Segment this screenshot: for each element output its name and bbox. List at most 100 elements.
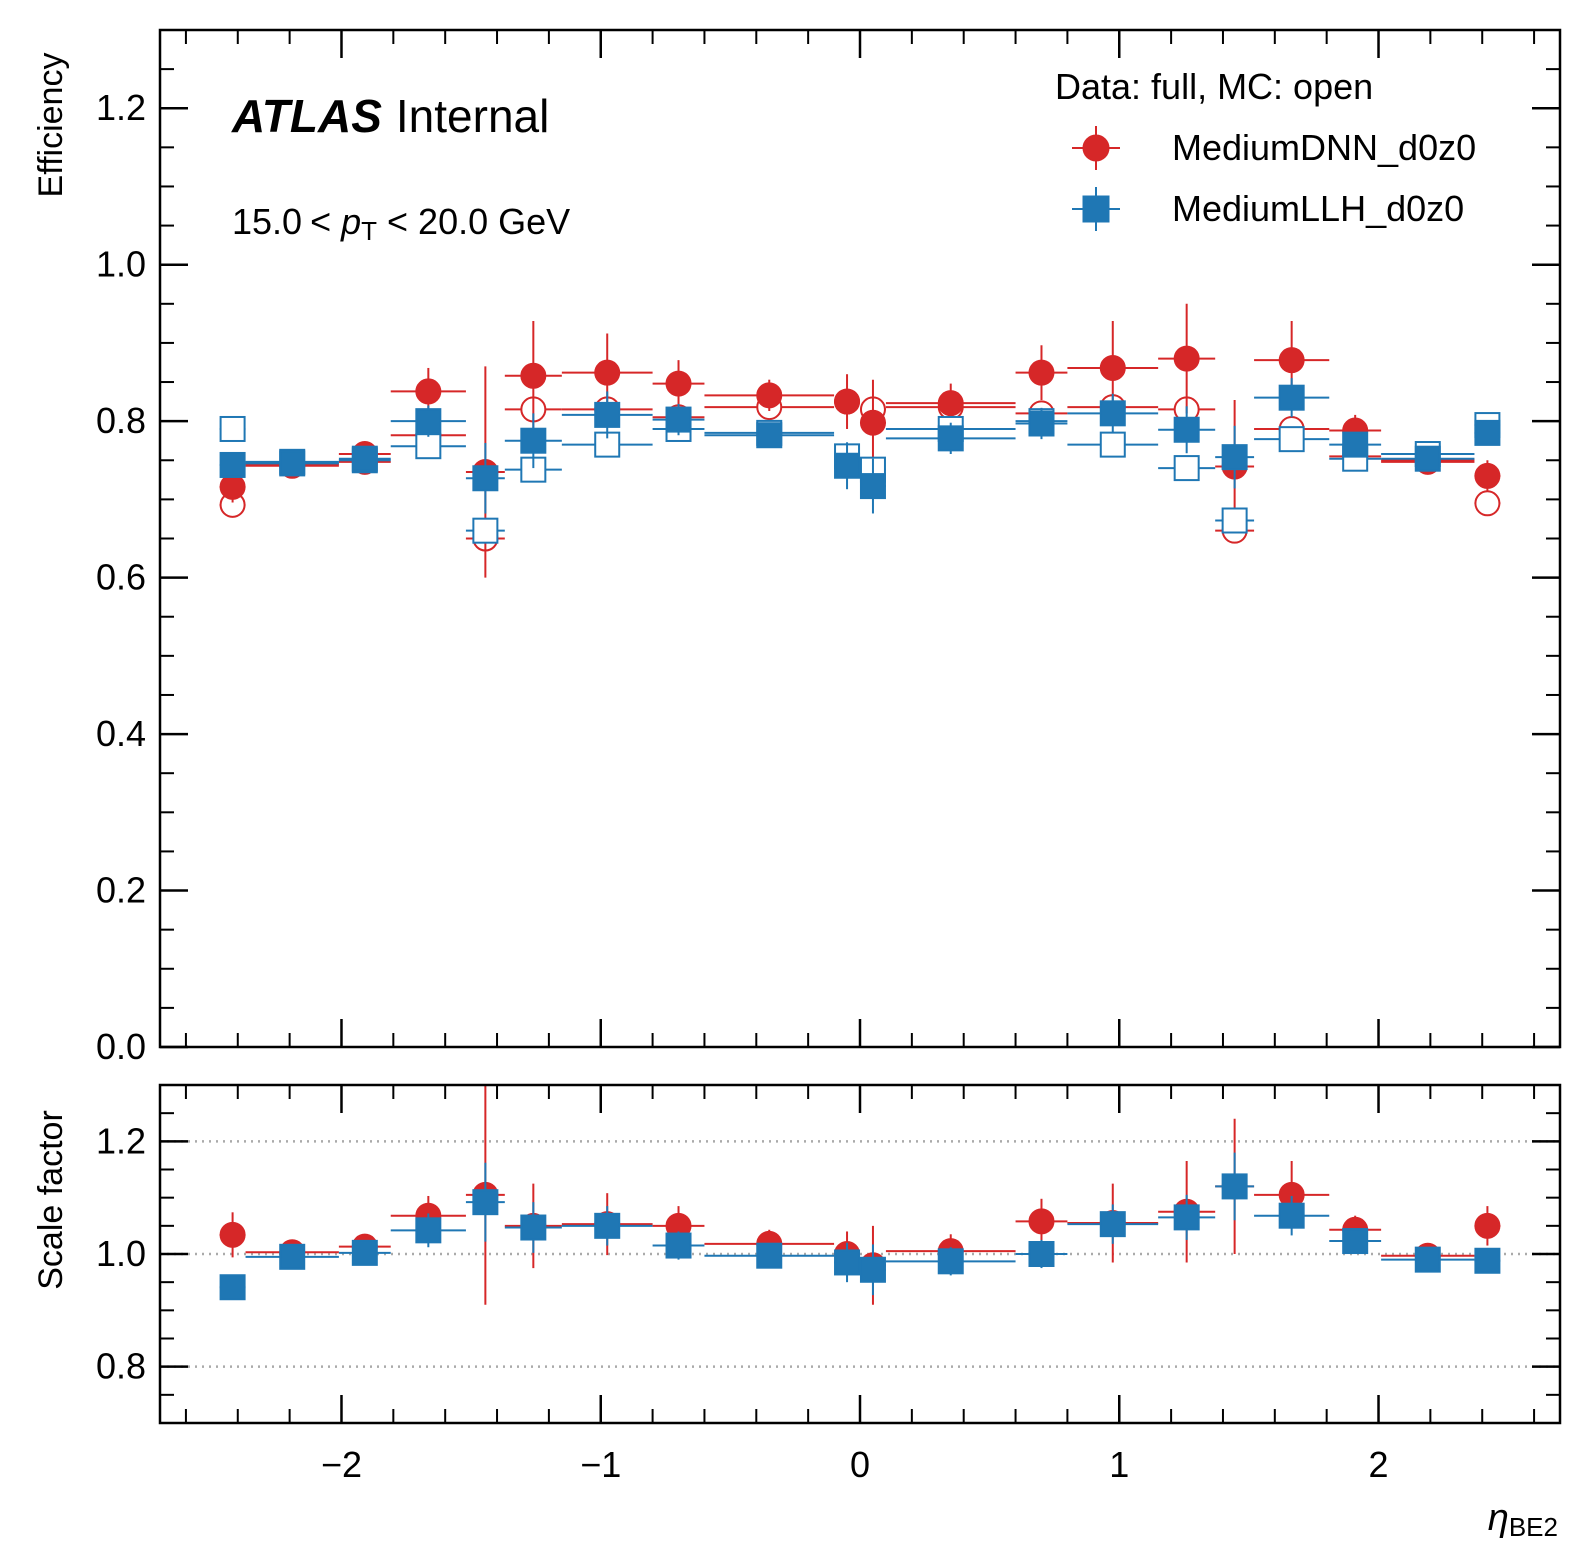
sf-point-mediumllh-d0z0 [221, 1275, 245, 1299]
sf-point-mediumllh-d0z0 [473, 1190, 497, 1214]
efficiency-y-axis-title: Efficiency [32, 53, 70, 198]
data-point-mediumdnn-d0z0 [1475, 464, 1499, 488]
data-point-mediumdnn-d0z0 [757, 383, 781, 407]
atlas-experiment: ATLAS [231, 90, 382, 142]
kinematic-var-sub: T [361, 216, 377, 246]
sf-point-mediumllh-d0z0 [1101, 1212, 1125, 1236]
kinematic-lt: < [310, 201, 341, 242]
sf-point-mediumllh-d0z0 [757, 1244, 781, 1268]
sf-point-mediumllh-d0z0 [667, 1234, 691, 1258]
sf-point-mediumdnn-d0z0 [1029, 1209, 1053, 1233]
data-point-mediumllh-d0z0 [835, 454, 859, 478]
sf-point-mediumllh-d0z0 [416, 1218, 440, 1242]
data-point-mediumllh-d0z0 [416, 409, 440, 433]
scale-factor-marks [220, 1085, 1501, 1305]
legend-title: Data: full, MC: open [1055, 66, 1373, 107]
legend: Data: full, MC: open MediumDNN_d0z0 Medi… [1055, 66, 1476, 231]
data-point-mediumdnn-d0z0 [521, 364, 545, 388]
data-point-mediumdnn-d0z0 [1175, 347, 1199, 371]
x-tick-label: 1 [1109, 1444, 1129, 1485]
data-point-mediumdnn-d0z0 [416, 379, 440, 403]
kinematic-var: p [340, 201, 361, 242]
y-tick-label: 0.4 [96, 713, 146, 754]
legend-entry-mediumllh: MediumLLH_d0z0 [1072, 187, 1464, 231]
efficiency-panel: 0.0 0.2 0.4 0.6 0.8 1.0 1.2 [96, 30, 1560, 1067]
efficiency-ticks: 0.0 0.2 0.4 0.6 0.8 1.0 1.2 [96, 30, 1560, 1067]
data-point-mediumllh-d0z0 [595, 403, 619, 427]
sf-point-mediumllh-d0z0 [861, 1258, 885, 1282]
x-tick-label: −1 [580, 1444, 621, 1485]
sf-point-mediumllh-d0z0 [1223, 1174, 1247, 1198]
data-point-mediumdnn-d0z0 [667, 372, 691, 396]
data-point-mediumdnn-d0z0 [1029, 361, 1053, 385]
data-point-mediumllh-d0z0 [1475, 421, 1499, 445]
y-tick-label: 1.0 [96, 244, 146, 285]
y-tick-label: 0.2 [96, 870, 146, 911]
data-point-mediumllh-d0z0 [1101, 401, 1125, 425]
sf-point-mediumllh-d0z0 [353, 1241, 377, 1265]
efficiency-frame [160, 30, 1560, 1047]
mc-point-mediumllh-d0z0 [1101, 433, 1125, 457]
mc-point-mediumllh-d0z0 [221, 417, 245, 441]
x-axis-title: ηBE2 [1488, 1497, 1558, 1542]
data-point-mediumdnn-d0z0 [595, 361, 619, 385]
data-point-mediumllh-d0z0 [1280, 386, 1304, 410]
legend-label-mediumllh: MediumLLH_d0z0 [1172, 188, 1464, 229]
data-point-mediumllh-d0z0 [861, 474, 885, 498]
scale-factor-y-axis-title: Scale factor [32, 1110, 70, 1290]
data-point-mediumllh-d0z0 [1223, 445, 1247, 469]
clipped-marks [220, 1085, 1501, 1305]
y-tick-label: 1.0 [96, 1233, 146, 1274]
data-point-mediumllh-d0z0 [521, 429, 545, 453]
data-point-mediumllh-d0z0 [667, 408, 691, 432]
scale-factor-panel: 0.8 1.0 1.2 −2 −1 0 1 2 [96, 1085, 1560, 1485]
legend-label-mediumdnn: MediumDNN_d0z0 [1172, 127, 1476, 168]
x-tick-label: 0 [850, 1444, 870, 1485]
x-tick-label: 2 [1369, 1444, 1389, 1485]
sf-point-mediumllh-d0z0 [521, 1216, 545, 1240]
sf-point-mediumllh-d0z0 [280, 1245, 304, 1269]
mc-point-mediumllh-d0z0 [1280, 427, 1304, 451]
kinematic-low: 15.0 [232, 201, 302, 242]
mc-point-mediumllh-d0z0 [1175, 456, 1199, 480]
data-point-mediumdnn-d0z0 [1101, 356, 1125, 380]
kinematic-high: < 20.0 GeV [377, 201, 570, 242]
legend-entry-mediumdnn: MediumDNN_d0z0 [1072, 126, 1476, 170]
sf-point-mediumllh-d0z0 [1416, 1248, 1440, 1272]
sf-point-mediumllh-d0z0 [595, 1214, 619, 1238]
data-point-mediumdnn-d0z0 [221, 475, 245, 499]
data-point-mediumdnn-d0z0 [1280, 348, 1304, 372]
legend-marker-circle [1083, 135, 1109, 161]
sf-point-mediumllh-d0z0 [1175, 1205, 1199, 1229]
mc-point-mediumllh-d0z0 [416, 434, 440, 458]
sf-point-mediumdnn-d0z0 [221, 1223, 245, 1247]
y-tick-label: 0.0 [96, 1026, 146, 1067]
kinematic-range-label: 15.0 < pT < 20.0 GeV [232, 201, 570, 246]
scale-factor-ticks: 0.8 1.0 1.2 −2 −1 0 1 2 [96, 1085, 1560, 1485]
data-point-mediumllh-d0z0 [280, 451, 304, 475]
data-point-mediumdnn-d0z0 [861, 411, 885, 435]
x-axis-title-subscript: BE2 [1509, 1512, 1558, 1542]
y-tick-label: 0.8 [96, 1346, 146, 1387]
sf-point-mediumllh-d0z0 [835, 1250, 859, 1274]
data-point-mediumllh-d0z0 [939, 426, 963, 450]
y-tick-label: 1.2 [96, 1120, 146, 1161]
legend-marker-square [1083, 196, 1109, 222]
x-axis-title-symbol: η [1488, 1497, 1509, 1539]
data-point-mediumllh-d0z0 [1343, 433, 1367, 457]
y-tick-label: 0.8 [96, 400, 146, 441]
data-point-mediumllh-d0z0 [473, 466, 497, 490]
mc-point-mediumllh-d0z0 [1223, 509, 1247, 533]
y-tick-label: 1.2 [96, 87, 146, 128]
data-point-mediumllh-d0z0 [1416, 447, 1440, 471]
clipped-marks [220, 304, 1501, 578]
sf-point-mediumllh-d0z0 [1280, 1204, 1304, 1228]
data-point-mediumdnn-d0z0 [835, 390, 859, 414]
sf-point-mediumllh-d0z0 [1029, 1242, 1053, 1266]
sf-point-mediumdnn-d0z0 [1475, 1214, 1499, 1238]
y-tick-label: 0.6 [96, 557, 146, 598]
x-tick-label: −2 [321, 1444, 362, 1485]
data-point-mediumllh-d0z0 [221, 453, 245, 477]
sf-point-mediumllh-d0z0 [1475, 1249, 1499, 1273]
